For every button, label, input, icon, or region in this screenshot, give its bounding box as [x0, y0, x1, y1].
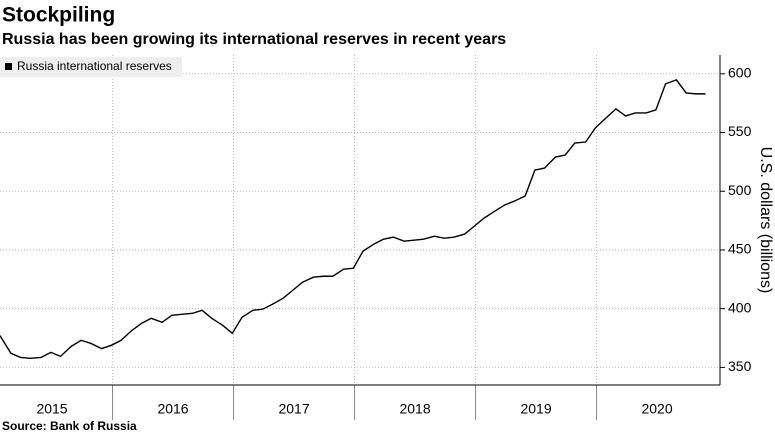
legend-box: [0, 57, 182, 77]
x-tick-label: 2016: [157, 401, 188, 417]
x-tick-label: 2017: [278, 401, 309, 417]
x-tick-label: 2019: [520, 401, 551, 417]
x-tick-label: 2018: [399, 401, 430, 417]
y-tick-label: 600: [728, 64, 752, 80]
line: [0, 79, 706, 360]
y-tick-label: 450: [728, 241, 752, 257]
x-tick-label: 2020: [641, 401, 672, 417]
chart-title: Stockpiling: [2, 4, 115, 27]
y-tick-label: 350: [728, 358, 752, 374]
y-axis-label: U.S. dollars (billions): [757, 147, 774, 294]
y-tick-label: 400: [728, 299, 752, 315]
y-tick-label: 500: [728, 182, 752, 198]
chart-subtitle: Russia has been growing its internationa…: [2, 31, 506, 48]
legend-swatch: [5, 63, 12, 70]
y-tick-label: 550: [728, 123, 752, 139]
legend-label: Russia international reserves: [17, 59, 172, 73]
x-tick-label: 2015: [36, 401, 67, 417]
source: Source: Bank of Russia: [2, 419, 137, 433]
